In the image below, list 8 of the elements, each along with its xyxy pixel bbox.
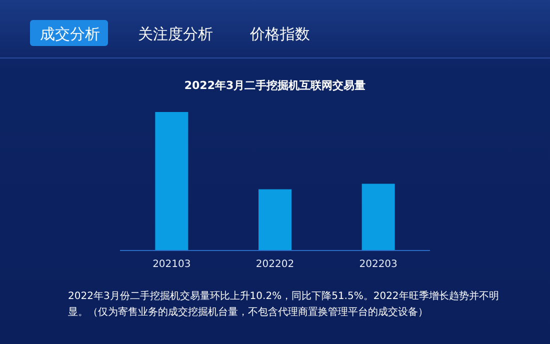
x-tick-label: 202202 [256,259,294,270]
text: 关注度分析 [138,25,213,43]
text: 价格指数 [249,25,310,43]
text: 成交分析 [40,25,100,43]
text: 2022年3月份二手挖掘机交易量环比上升10.2%，同比下降51.5%。2022年旺季增长趋势并不明显。（仅为寄售业务的成交挖掘机台量，不包含代理商置换管理平台的成交设备） [68,290,500,320]
x-tick-label: 202103 [152,259,191,270]
x-tick-label: 202203 [359,259,398,270]
chart-title: 2022年3月二手挖掘机互联网交易量 [184,79,366,92]
